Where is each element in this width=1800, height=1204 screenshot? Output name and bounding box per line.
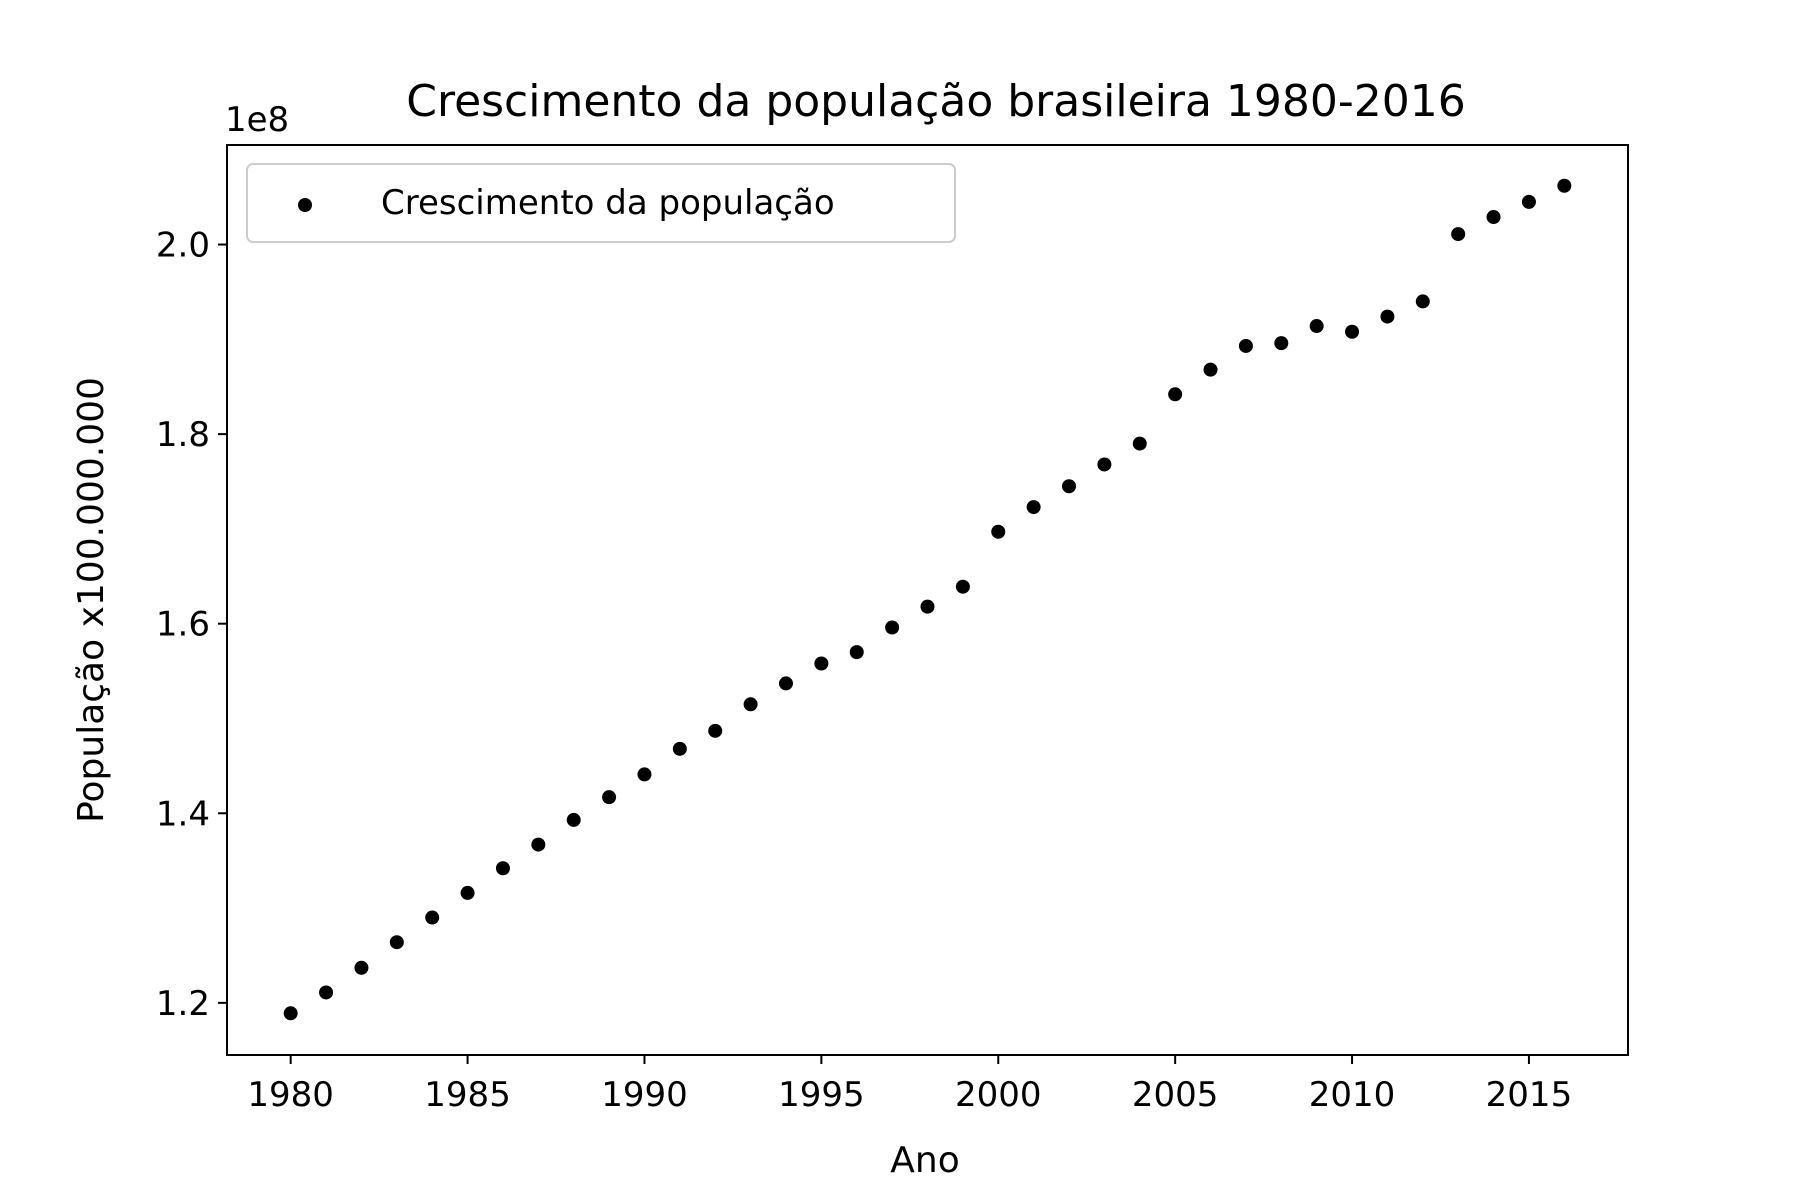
data-point: [920, 599, 935, 614]
x-tick-label: 2005: [1132, 1075, 1219, 1115]
legend-label: Crescimento da população: [381, 183, 835, 223]
data-point: [1026, 500, 1041, 515]
x-tick-label: 1985: [424, 1075, 511, 1115]
data-point: [1203, 362, 1218, 377]
y-tick-label: 1.8: [156, 415, 210, 455]
data-point: [1062, 479, 1077, 494]
data-point: [1097, 457, 1112, 472]
data-point: [319, 985, 334, 1000]
x-tick-label: 1995: [778, 1075, 865, 1115]
data-point: [1451, 227, 1466, 242]
legend-box: [246, 163, 956, 243]
x-tick-label: 1980: [247, 1075, 334, 1115]
data-point: [1274, 336, 1289, 351]
data-point: [1415, 294, 1430, 309]
legend-marker: [298, 198, 312, 212]
data-point: [849, 645, 864, 660]
data-point: [1521, 194, 1536, 209]
data-point: [672, 741, 687, 756]
x-tick-label: 2015: [1486, 1075, 1573, 1115]
y-axis-offset-label: 1e8: [225, 100, 289, 140]
x-tick-label: 1990: [601, 1075, 688, 1115]
data-points: [283, 178, 1572, 1021]
data-point: [1345, 324, 1360, 339]
y-tick-label: 1.4: [156, 794, 210, 834]
data-point: [743, 697, 758, 712]
data-point: [955, 579, 970, 594]
x-tick-label: 2000: [955, 1075, 1042, 1115]
axis-ticks: 1980 1985 1990 1995 2000 2005 2010 2015 1.2 1.4 1.…: [156, 226, 1572, 1115]
data-point: [1132, 436, 1147, 451]
data-point: [283, 1006, 298, 1021]
data-point: [1557, 178, 1572, 193]
data-point: [885, 620, 900, 635]
data-point: [460, 885, 475, 900]
y-tick-label: 1.2: [156, 984, 210, 1024]
plot-area-frame: [226, 144, 1629, 1056]
data-point: [495, 861, 510, 876]
y-axis-label: População x100.000.000: [71, 377, 112, 823]
data-point: [814, 656, 829, 671]
data-point: [778, 676, 793, 691]
y-tick-label: 1.6: [156, 605, 210, 645]
data-point: [1309, 319, 1324, 334]
data-point: [637, 767, 652, 782]
data-point: [566, 812, 581, 827]
data-point: [425, 910, 440, 925]
x-axis-label: Ano: [890, 1140, 959, 1181]
data-point: [1238, 338, 1253, 353]
data-point: [991, 524, 1006, 539]
data-point: [602, 790, 617, 805]
data-point: [1380, 309, 1395, 324]
chart-title: Crescimento da população brasileira 1980…: [406, 76, 1466, 127]
y-tick-label: 2.0: [156, 226, 210, 266]
legend: Crescimento da população: [246, 163, 956, 243]
data-point: [1168, 387, 1183, 402]
data-point: [708, 723, 723, 738]
data-point: [354, 960, 369, 975]
data-point: [1486, 210, 1501, 225]
x-tick-label: 2010: [1309, 1075, 1396, 1115]
data-point: [531, 837, 546, 852]
data-point: [389, 935, 404, 950]
